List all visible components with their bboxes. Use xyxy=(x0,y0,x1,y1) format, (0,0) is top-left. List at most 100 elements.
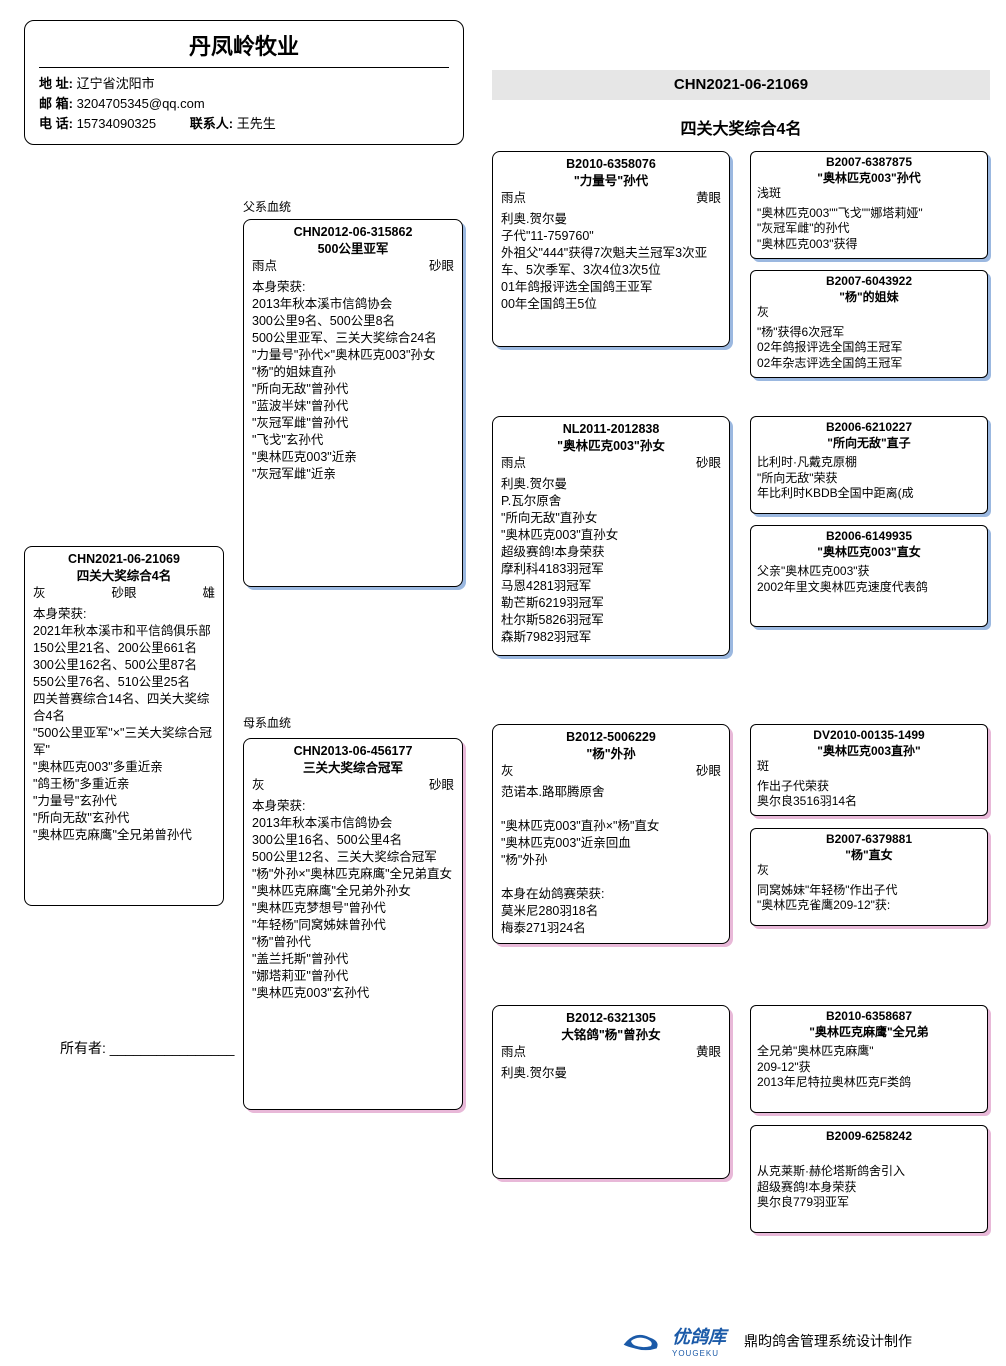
pedigree-card: CHN2021-06-21069四关大奖综合4名灰砂眼雄本身荣获:2021年秋本… xyxy=(24,546,224,906)
card-line: "鸽王杨"多重近亲 xyxy=(33,776,215,793)
card-attrs: 浅斑 xyxy=(757,186,981,202)
phone-row: 电 话: 15734090325 联系人: 王先生 xyxy=(39,114,449,134)
card-ring: B2012-6321305 xyxy=(501,1010,721,1027)
card-line: "灰冠军雌"曾孙代 xyxy=(252,415,454,432)
card-name: "杨"直女 xyxy=(757,848,981,864)
card-line: "年轻杨"同窝姊妹曾孙代 xyxy=(252,917,454,934)
card-line: "奥林匹克麻鹰"全兄弟外孙女 xyxy=(252,883,454,900)
card-line xyxy=(501,801,721,818)
card-attrs: 斑 xyxy=(757,759,981,775)
card-line: "奥林匹克003"直孙女 xyxy=(501,527,721,544)
footer-maker: 鼎昀鸽舍管理系统设计制作 xyxy=(744,1331,912,1351)
card-attrs: 雨点黄眼 xyxy=(501,190,721,207)
card-line: 300公里162名、500公里87名 xyxy=(33,657,215,674)
card-right: 雄 xyxy=(202,585,215,602)
card-ring: B2012-5006229 xyxy=(501,729,721,746)
card-line: "杨"外孙×"奥林匹克麻鹰"全兄弟直女 xyxy=(252,866,454,883)
pedigree-card: B2006-6149935"奥林匹克003"直女父亲"奥林匹克003"获2002… xyxy=(750,525,988,627)
card-attrs: 雨点砂眼 xyxy=(252,258,454,275)
card-line: "奥林匹克003"近亲 xyxy=(252,449,454,466)
card-line: 利奥.贺尔曼 xyxy=(501,476,721,493)
card-line: 范诺本.路耶腾原舍 xyxy=(501,784,721,801)
card-name: 三关大奖综合冠军 xyxy=(252,760,454,777)
card-line: "500公里亚军"×"三关大奖综合冠军" xyxy=(33,725,215,759)
address-row: 地 址: 辽宁省沈阳市 xyxy=(39,74,449,94)
card-attrs: 灰砂眼 xyxy=(252,777,454,794)
phone-label: 电 话: xyxy=(39,116,73,131)
card-line xyxy=(757,1149,981,1165)
card-line: "娜塔莉亚"曾孙代 xyxy=(252,968,454,985)
card-line: "灰冠军雌"近亲 xyxy=(252,466,454,483)
email-row: 邮 箱: 3204705345@qq.com xyxy=(39,94,449,114)
card-ring: NL2011-2012838 xyxy=(501,421,721,438)
card-line: 从克莱斯·赫伦塔斯鸽舍引入 xyxy=(757,1164,981,1180)
contact-label: 联系人: xyxy=(190,116,233,131)
card-name: "力量号"孙代 xyxy=(501,173,721,190)
card-line: 马恩4281羽冠军 xyxy=(501,578,721,595)
card-right: 砂眼 xyxy=(696,455,721,472)
card-left: 斑 xyxy=(757,759,769,773)
card-line: 00年全国鸽王5位 xyxy=(501,296,721,313)
card-right: 砂眼 xyxy=(696,763,721,780)
company-title: 丹凤岭牧业 xyxy=(39,29,449,61)
card-line: "力量号"玄孙代 xyxy=(33,793,215,810)
card-ring: B2007-6387875 xyxy=(757,155,981,171)
pedigree-card: CHN2012-06-315862500公里亚军雨点砂眼本身荣获:2013年秋本… xyxy=(243,219,463,587)
card-line: 森斯7982羽冠军 xyxy=(501,629,721,646)
card-left: 浅斑 xyxy=(757,186,781,200)
card-name: "杨"外孙 xyxy=(501,746,721,763)
card-line: "蓝波半妹"曾孙代 xyxy=(252,398,454,415)
card-line: 奥尔良779羽亚军 xyxy=(757,1195,981,1211)
card-line: P.瓦尔原舍 xyxy=(501,493,721,510)
card-line: "所向无敌"荣获 xyxy=(757,471,981,487)
pedigree-card: B2010-6358687"奥林匹克麻鹰"全兄弟全兄弟"奥林匹克麻鹰"209-1… xyxy=(750,1005,988,1113)
card-line: "杨"外孙 xyxy=(501,852,721,869)
header-sep xyxy=(39,67,449,68)
owner-line: 所有者: ________________ xyxy=(60,1038,234,1058)
card-line: "力量号"孙代×"奥林匹克003"孙女 xyxy=(252,347,454,364)
card-line: 年比利时KBDB全国中距离(成 xyxy=(757,486,981,502)
card-line: 超级赛鸽!本身荣获 xyxy=(501,544,721,561)
card-ring: B2010-6358687 xyxy=(757,1009,981,1025)
card-line: "盖兰托斯"曾孙代 xyxy=(252,951,454,968)
contact-value: 王先生 xyxy=(237,116,276,131)
card-line: 利奥.贺尔曼 xyxy=(501,1065,721,1082)
card-attrs: 灰 xyxy=(757,305,981,321)
card-attrs: 雨点砂眼 xyxy=(501,455,721,472)
card-line xyxy=(501,869,721,886)
card-ring: B2009-6258242 xyxy=(757,1129,981,1145)
subtitle-name: 四关大奖综合4名 xyxy=(492,115,990,139)
pedigree-card: B2010-6358076"力量号"孙代雨点黄眼利奥.贺尔曼子代"11-7597… xyxy=(492,151,730,347)
card-line: "所向无敌"曾孙代 xyxy=(252,381,454,398)
card-line: 01年鸽报评选全国鸽王亚军 xyxy=(501,279,721,296)
card-line: 全兄弟"奥林匹克麻鹰" xyxy=(757,1044,981,1060)
card-right: 砂眼 xyxy=(429,258,454,275)
card-left: 雨点 xyxy=(501,190,526,207)
card-left: 灰 xyxy=(252,777,265,794)
card-line: 209-12"获 xyxy=(757,1060,981,1076)
card-line: 同窝姊妹"年轻杨"作出子代 xyxy=(757,883,981,899)
subtitle-ring: CHN2021-06-21069 xyxy=(492,70,990,100)
card-line: "所向无敌"玄孙代 xyxy=(33,810,215,827)
footer-brand: 优鸽库 xyxy=(672,1323,726,1349)
card-line: 2013年尼特拉奥林匹克F类鸽 xyxy=(757,1075,981,1091)
card-name: "所向无敌"直子 xyxy=(757,436,981,452)
card-ring: B2007-6043922 xyxy=(757,274,981,290)
card-attrs: 灰砂眼雄 xyxy=(33,585,215,602)
card-line: 梅泰271羽24名 xyxy=(501,920,721,937)
card-line: 莫米尼280羽18名 xyxy=(501,903,721,920)
card-line: "飞戈"玄孙代 xyxy=(252,432,454,449)
card-line: 父亲"奥林匹克003"获 xyxy=(757,564,981,580)
card-name: 大铭鸽"杨"曾孙女 xyxy=(501,1027,721,1044)
pedigree-card: B2007-6387875"奥林匹克003"孙代浅斑"奥林匹克003""飞戈""… xyxy=(750,151,988,259)
card-line: 300公里9名、500公里8名 xyxy=(252,313,454,330)
card-line: "奥林匹克003"多重近亲 xyxy=(33,759,215,776)
card-line: 02年杂志评选全国鸽王冠军 xyxy=(757,356,981,372)
card-name: 500公里亚军 xyxy=(252,241,454,258)
maternal-label: 母系血统 xyxy=(243,714,291,731)
card-line: "杨"获得6次冠军 xyxy=(757,325,981,341)
card-ring: CHN2013-06-456177 xyxy=(252,743,454,760)
card-attrs: 雨点黄眼 xyxy=(501,1044,721,1061)
card-mid: 砂眼 xyxy=(111,585,136,602)
pedigree-card: DV2010-00135-1499"奥林匹克003直孙"斑作出子代荣获奥尔良35… xyxy=(750,724,988,816)
